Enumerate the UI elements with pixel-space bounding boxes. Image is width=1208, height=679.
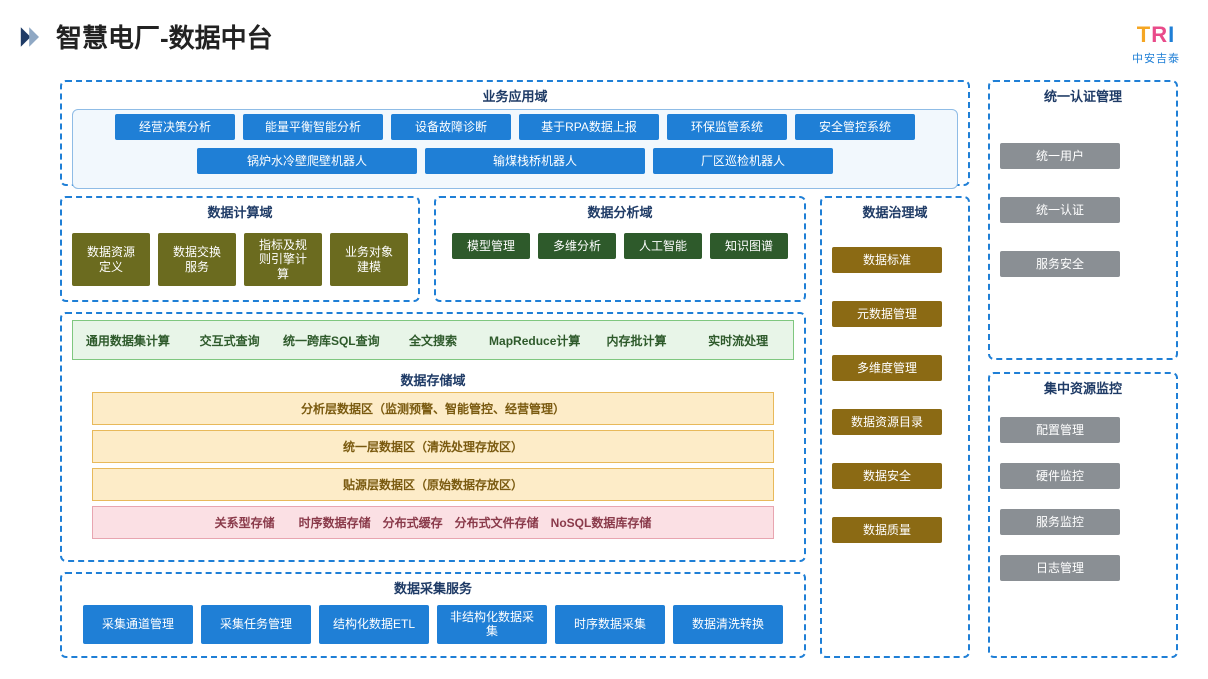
biz-row1: 经营决策分析能量平衡智能分析设备故障诊断基于RPA数据上报环保监管系统安全管控系… [73,110,957,148]
strip-item: 统一跨库SQL查询 [280,332,382,349]
zone-govern-title: 数据治理域 [822,198,968,223]
biz-inner-box: 经营决策分析能量平衡智能分析设备故障诊断基于RPA数据上报环保监管系统安全管控系… [72,109,958,189]
pill-item: 设备故障诊断 [391,114,511,140]
pill-item: 安全管控系统 [795,114,915,140]
pill-item: 硬件监控 [1000,463,1120,489]
govern-col: 数据标准元数据管理多维度管理数据资源目录数据安全数据质量 [822,223,968,551]
pill-item: 日志管理 [1000,555,1120,581]
pill-item: 输煤栈桥机器人 [425,148,645,174]
pill-item: 环保监管系统 [667,114,787,140]
pill-item: 知识图谱 [710,233,788,259]
pill-item: 采集任务管理 [201,605,311,644]
logo-letter-r: R [1151,22,1168,47]
logo-letter-t: T [1137,22,1151,47]
zone-auth-title: 统一认证管理 [990,82,1176,107]
pill-item: 结构化数据ETL [319,605,429,644]
zone-storage: 通用数据集计算交互式查询统一跨库SQL查询全文搜索MapReduce计算内存批计… [60,312,806,562]
pill-item: 经营决策分析 [115,114,235,140]
pill-item: 模型管理 [452,233,530,259]
pill-item: 元数据管理 [832,301,942,327]
zone-biz: 业务应用域 经营决策分析能量平衡智能分析设备故障诊断基于RPA数据上报环保监管系… [60,80,970,186]
pill-item: 数据交换服务 [158,233,236,286]
storage-layer: 分析层数据区（监测预警、智能管控、经营管理） [92,392,774,425]
zone-biz-title: 业务应用域 [62,82,968,107]
compute-row: 数据资源定义数据交换服务指标及规则引擎计算业务对象建模 [62,223,418,294]
collect-row: 采集通道管理采集任务管理结构化数据ETL非结构化数据采集时序数据采集数据清洗转换 [62,599,804,652]
logo-letter-i: I [1168,22,1175,47]
zone-monitor: 集中资源监控 配置管理硬件监控服务监控日志管理 [988,372,1178,658]
pill-item: 业务对象建模 [330,233,408,286]
pill-item: 数据资源定义 [72,233,150,286]
pill-item: 采集通道管理 [83,605,193,644]
diagram-canvas: 业务应用域 经营决策分析能量平衡智能分析设备故障诊断基于RPA数据上报环保监管系… [60,80,1184,663]
pill-item: 数据安全 [832,463,942,489]
pill-item: 多维分析 [538,233,616,259]
pill-item: 服务安全 [1000,251,1120,277]
strip-item: 内存批计算 [586,332,688,349]
zone-govern: 数据治理域 数据标准元数据管理多维度管理数据资源目录数据安全数据质量 [820,196,970,658]
zone-collect-title: 数据采集服务 [62,574,804,599]
zone-storage-title: 数据存储域 [62,366,804,391]
pill-item: 数据标准 [832,247,942,273]
page-header: 智慧电厂-数据中台 [0,0,1208,63]
strip-item: 实时流处理 [687,332,789,349]
pill-item: 数据清洗转换 [673,605,783,644]
pill-item: 统一认证 [1000,197,1120,223]
biz-row2: 锅炉水冷壁爬壁机器人输煤栈桥机器人厂区巡检机器人 [73,144,957,182]
pill-item: 数据质量 [832,517,942,543]
storage-layer: 贴源层数据区（原始数据存放区） [92,468,774,501]
zone-monitor-title: 集中资源监控 [990,374,1176,399]
pill-item: 指标及规则引擎计算 [244,233,322,286]
auth-col: 统一用户统一认证服务安全 [990,107,1176,285]
pill-item: 基于RPA数据上报 [519,114,659,140]
strip-item: 全文搜索 [382,332,484,349]
strip-item: MapReduce计算 [484,332,586,349]
brand-logo: TRI 中安吉泰 [1132,22,1180,66]
zone-compute-title: 数据计算域 [62,198,418,223]
pill-item: 锅炉水冷壁爬壁机器人 [197,148,417,174]
logo-subtitle: 中安吉泰 [1132,50,1180,66]
zone-compute: 数据计算域 数据资源定义数据交换服务指标及规则引擎计算业务对象建模 [60,196,420,302]
zone-collect: 数据采集服务 采集通道管理采集任务管理结构化数据ETL非结构化数据采集时序数据采… [60,572,806,658]
zone-auth: 统一认证管理 统一用户统一认证服务安全 [988,80,1178,360]
zone-analysis: 数据分析域 模型管理多维分析人工智能知识图谱 [434,196,806,302]
storage-layer: 统一层数据区（清洗处理存放区） [92,430,774,463]
chevron-icon [18,23,46,51]
pill-item: 统一用户 [1000,143,1120,169]
pill-item: 多维度管理 [832,355,942,381]
strip-item: 交互式查询 [179,332,281,349]
page-title: 智慧电厂-数据中台 [56,18,273,55]
pill-item: 服务监控 [1000,509,1120,535]
compute-strip: 通用数据集计算交互式查询统一跨库SQL查询全文搜索MapReduce计算内存批计… [72,320,794,360]
zone-analysis-title: 数据分析域 [436,198,804,223]
strip-item: 通用数据集计算 [77,332,179,349]
pill-item: 人工智能 [624,233,702,259]
monitor-col: 配置管理硬件监控服务监控日志管理 [990,399,1176,589]
pill-item: 时序数据采集 [555,605,665,644]
pill-item: 非结构化数据采集 [437,605,547,644]
analysis-row: 模型管理多维分析人工智能知识图谱 [436,223,804,267]
pill-item: 数据资源目录 [832,409,942,435]
pill-item: 能量平衡智能分析 [243,114,383,140]
pill-item: 配置管理 [1000,417,1120,443]
storage-layer: 关系型存储 时序数据存储 分布式缓存 分布式文件存储 NoSQL数据库存储 [92,506,774,539]
pill-item: 厂区巡检机器人 [653,148,833,174]
